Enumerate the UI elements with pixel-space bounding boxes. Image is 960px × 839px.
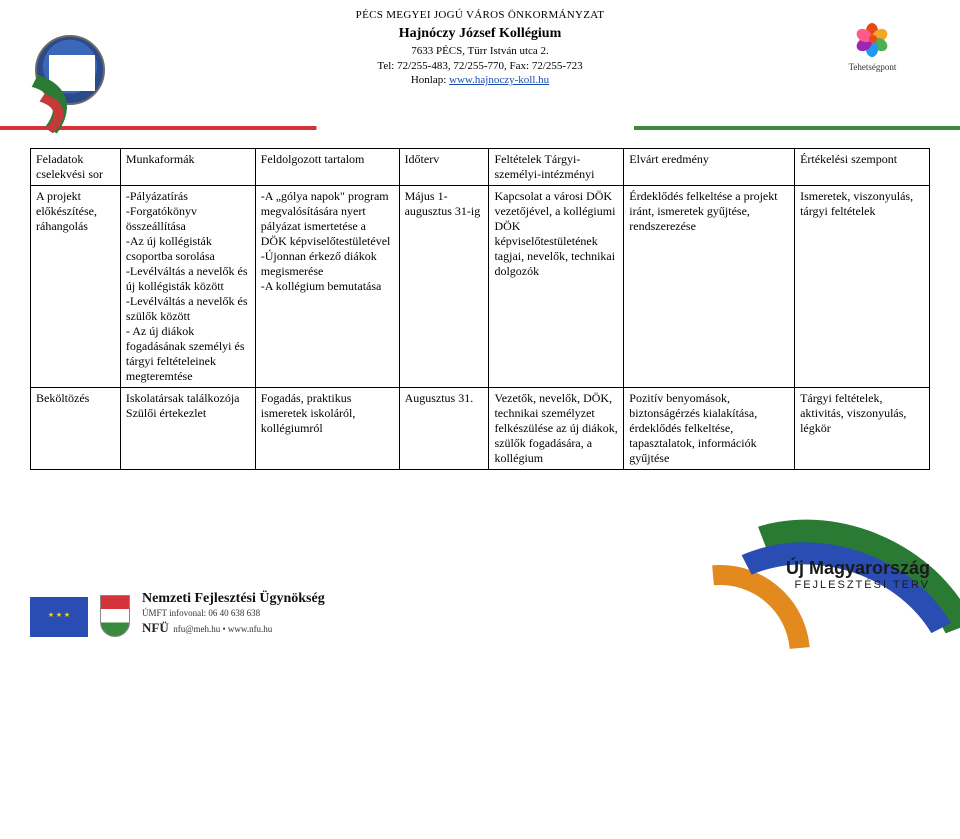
flower-center-icon [869, 35, 877, 43]
nfu-logo-text: NFÜ [142, 620, 169, 635]
page-header: PÉCS MEGYEI JOGÚ VÁROS ÖNKORMÁNYZAT Hajn… [0, 0, 960, 130]
footer-left-block: Nemzeti Fejlesztési Ügynökség ÚMFT infov… [30, 590, 325, 637]
main-content: Feladatok cselekvési sor Munkaformák Fel… [0, 130, 960, 470]
col-header: Elvárt eredmény [624, 149, 795, 186]
table-cell: Iskolatársak találkozója Szülői értekezl… [120, 388, 255, 470]
tehetsegpont-label: Tehetségpont [825, 62, 920, 72]
eu-flag-icon [30, 597, 88, 637]
table-cell: Vezetők, nevelők, DÖK, technikai személy… [489, 388, 624, 470]
header-org-line: PÉCS MEGYEI JOGÚ VÁROS ÖNKORMÁNYZAT [0, 8, 960, 23]
col-header: Feldolgozott tartalom [255, 149, 399, 186]
nfu-text-block: Nemzeti Fejlesztési Ügynökség ÚMFT infov… [142, 590, 325, 637]
contact-info: nfu@meh.hu • www.nfu.hu [173, 624, 272, 634]
table-cell: -Pályázatírás -Forgatókönyv összeállítás… [120, 186, 255, 388]
col-header: Értékelési szempont [795, 149, 930, 186]
table-cell: Pozitív benyomások, biztonságérzés kiala… [624, 388, 795, 470]
col-header: Feltételek Tárgyi-személyi-intézményi [489, 149, 624, 186]
flower-icon [855, 23, 889, 57]
umft-line2: FEJLESZTÉSI TERV [786, 579, 930, 591]
col-header: Feladatok cselekvési sor [31, 149, 121, 186]
table-cell: Május 1- augusztus 31-ig [399, 186, 489, 388]
project-table: Feladatok cselekvési sor Munkaformák Fel… [30, 148, 930, 470]
table-cell: Érdeklődés felkeltése a projekt iránt, i… [624, 186, 795, 388]
table-cell: Tárgyi feltételek, aktivitás, viszonyulá… [795, 388, 930, 470]
table-row: BeköltözésIskolatársak találkozója Szülő… [31, 388, 930, 470]
umft-label: Új Magyarország FEJLESZTÉSI TERV [786, 558, 930, 591]
header-phone: Tel: 72/255-483, 72/255-770, Fax: 72/255… [0, 59, 960, 74]
header-homepage: Honlap: www.hajnoczy-koll.hu [0, 73, 960, 88]
header-text-block: PÉCS MEGYEI JOGÚ VÁROS ÖNKORMÁNYZAT Hajn… [0, 0, 960, 88]
table-cell: -A „gólya napok" program megvalósítására… [255, 186, 399, 388]
footer-right-block: Új Magyarország FEJLESZTÉSI TERV [630, 550, 930, 645]
table-cell: Fogadás, praktikus ismeretek iskoláról, … [255, 388, 399, 470]
infoline: ÚMFT infovonal: 06 40 638 638 [142, 608, 325, 620]
table-cell: Beköltözés [31, 388, 121, 470]
header-address: 7633 PÉCS, Türr István utca 2. [0, 44, 960, 59]
table-cell: A projekt előkészítése, ráhangolás [31, 186, 121, 388]
table-cell: Kapcsolat a városi DÖK vezetőjével, a ko… [489, 186, 624, 388]
contact-line: NFÜ nfu@meh.hu • www.nfu.hu [142, 620, 325, 637]
tehetsegpont-logo: Tehetségpont [825, 18, 920, 103]
table-cell: Ismeretek, viszonyulás, tárgyi feltétele… [795, 186, 930, 388]
agency-name: Nemzeti Fejlesztési Ügynökség [142, 590, 325, 608]
table-header-row: Feladatok cselekvési sor Munkaformák Fel… [31, 149, 930, 186]
homepage-prefix: Honlap: [411, 74, 449, 86]
header-school-name: Hajnóczy József Kollégium [0, 25, 960, 44]
hungary-coat-of-arms-icon [100, 595, 130, 637]
col-header: Időterv [399, 149, 489, 186]
homepage-link[interactable]: www.hajnoczy-koll.hu [449, 74, 549, 86]
page-footer: Nemzeti Fejlesztési Ügynökség ÚMFT infov… [0, 545, 960, 655]
col-header: Munkaformák [120, 149, 255, 186]
umft-line1: Új Magyarország [786, 558, 930, 579]
table-row: A projekt előkészítése, ráhangolás-Pályá… [31, 186, 930, 388]
table-cell: Augusztus 31. [399, 388, 489, 470]
